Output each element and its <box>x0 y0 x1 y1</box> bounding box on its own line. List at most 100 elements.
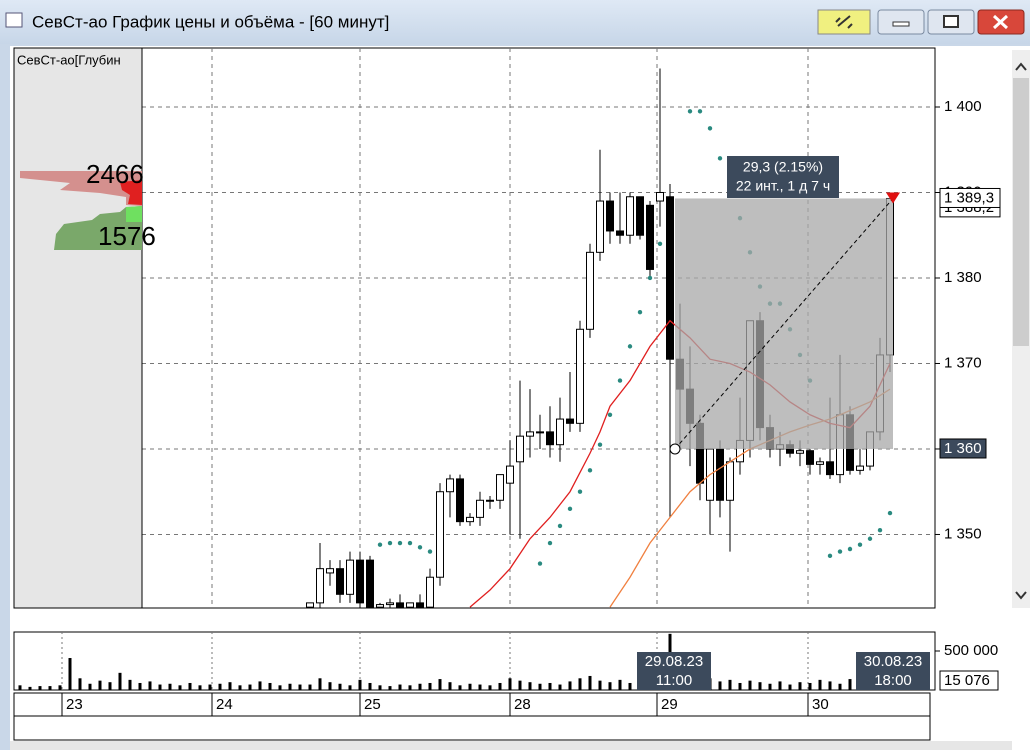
volume-bar <box>798 682 802 690</box>
ask-bars-top <box>120 180 142 205</box>
date-label: 25 <box>364 696 381 713</box>
link-icon <box>835 15 853 29</box>
volume-bar <box>808 682 812 690</box>
candle-body <box>636 196 644 236</box>
sar-dot <box>837 549 843 554</box>
volume-bar <box>228 682 232 690</box>
candle-body <box>816 461 824 465</box>
candle-body <box>356 559 364 604</box>
volume-bar <box>778 681 782 690</box>
volume-bar <box>148 681 152 690</box>
sar-dot <box>607 412 613 417</box>
volume-bar <box>158 684 162 690</box>
date-label: 30 <box>812 696 829 713</box>
volume-bar <box>508 678 512 690</box>
measure-end <box>886 192 900 204</box>
volume-bar <box>478 684 482 690</box>
date-row <box>13 692 931 717</box>
price-label: 1 389,3 <box>944 189 994 206</box>
volume-bar <box>758 682 762 690</box>
cursor-badge-text: 30.08.23 <box>864 653 922 670</box>
sar-dot <box>537 561 543 566</box>
date-label: 24 <box>216 696 233 713</box>
volume-bar <box>238 685 242 690</box>
volume-bar <box>568 681 572 690</box>
sar-dot <box>597 442 603 447</box>
volume-bar <box>138 682 142 690</box>
volume-tick-label: 500 000 <box>944 642 998 659</box>
volume-last-box <box>939 670 999 691</box>
sar-dot <box>377 542 383 547</box>
volume-bar <box>198 685 202 690</box>
sar-dot <box>547 540 553 546</box>
volume-bar <box>738 682 742 690</box>
depth-label: СевСт-ао[Глубин <box>17 52 121 67</box>
volume-bar <box>618 679 622 690</box>
candle-body <box>656 191 664 202</box>
ask-total: 2466 <box>86 159 144 189</box>
volume-bar <box>728 679 732 690</box>
annotation-box <box>727 156 839 198</box>
volume-bar <box>128 679 132 690</box>
candle-body <box>646 204 654 270</box>
volume-bar <box>178 685 182 690</box>
scroll-down[interactable] <box>1015 591 1027 600</box>
sar-dot <box>557 523 563 529</box>
sar-dot <box>687 109 693 114</box>
candle-body <box>376 604 384 608</box>
sar-dot <box>417 545 423 550</box>
volume-bar <box>318 678 322 690</box>
volume-bar <box>298 684 302 690</box>
window-title: СевСт-ао График цены и объёма - [60 мину… <box>32 12 389 31</box>
cursor-badge-text: 29.08.23 <box>645 653 703 670</box>
sar-dot <box>577 489 583 494</box>
y-tick-label: 1 370 <box>944 354 982 371</box>
candle-body <box>806 450 814 465</box>
cursor-badge-text: 18:00 <box>874 672 912 689</box>
volume-bar <box>368 682 372 690</box>
volume-bar <box>498 682 502 690</box>
volume-bar <box>838 683 842 690</box>
sar-dot <box>567 506 573 512</box>
volume-bar <box>188 682 192 690</box>
cursor-badge-text: 11:00 <box>656 672 692 689</box>
volume-bar <box>768 683 772 690</box>
candle-body <box>306 602 314 608</box>
volume-bar <box>88 683 92 690</box>
candle-body <box>536 431 544 434</box>
annotation-text: 22 инт., 1 д 7 ч <box>736 178 830 194</box>
volume-bar <box>358 679 362 690</box>
candle-body <box>456 478 464 523</box>
measure-start <box>669 443 681 455</box>
volume-bar <box>78 678 82 690</box>
candle-body <box>716 448 724 501</box>
candle-body <box>396 602 404 608</box>
candle-body <box>386 602 394 606</box>
scroll-up[interactable] <box>1015 62 1027 71</box>
volume-bar <box>28 686 32 690</box>
sar-dot <box>827 553 833 559</box>
candle-body <box>446 478 454 493</box>
cursor-badge <box>637 652 711 690</box>
volume-bar <box>818 679 822 690</box>
volume-bar <box>398 684 402 690</box>
candle-body <box>586 251 594 330</box>
volume-bar <box>428 682 432 690</box>
candle-body <box>566 418 574 424</box>
bid-bars <box>54 206 142 250</box>
sar-dot <box>867 536 873 541</box>
volume-bar <box>448 682 452 690</box>
link-button[interactable] <box>817 9 871 35</box>
scroll-thumb[interactable] <box>1013 78 1029 346</box>
candle-body <box>436 491 444 578</box>
sar-dot <box>627 344 633 349</box>
volume-bar <box>38 686 42 690</box>
horizontal-scrollbar[interactable] <box>10 741 1012 750</box>
volume-bar <box>98 680 102 690</box>
sar-dot <box>717 156 723 161</box>
volume-bar <box>468 683 472 690</box>
volume-bar <box>608 682 612 690</box>
